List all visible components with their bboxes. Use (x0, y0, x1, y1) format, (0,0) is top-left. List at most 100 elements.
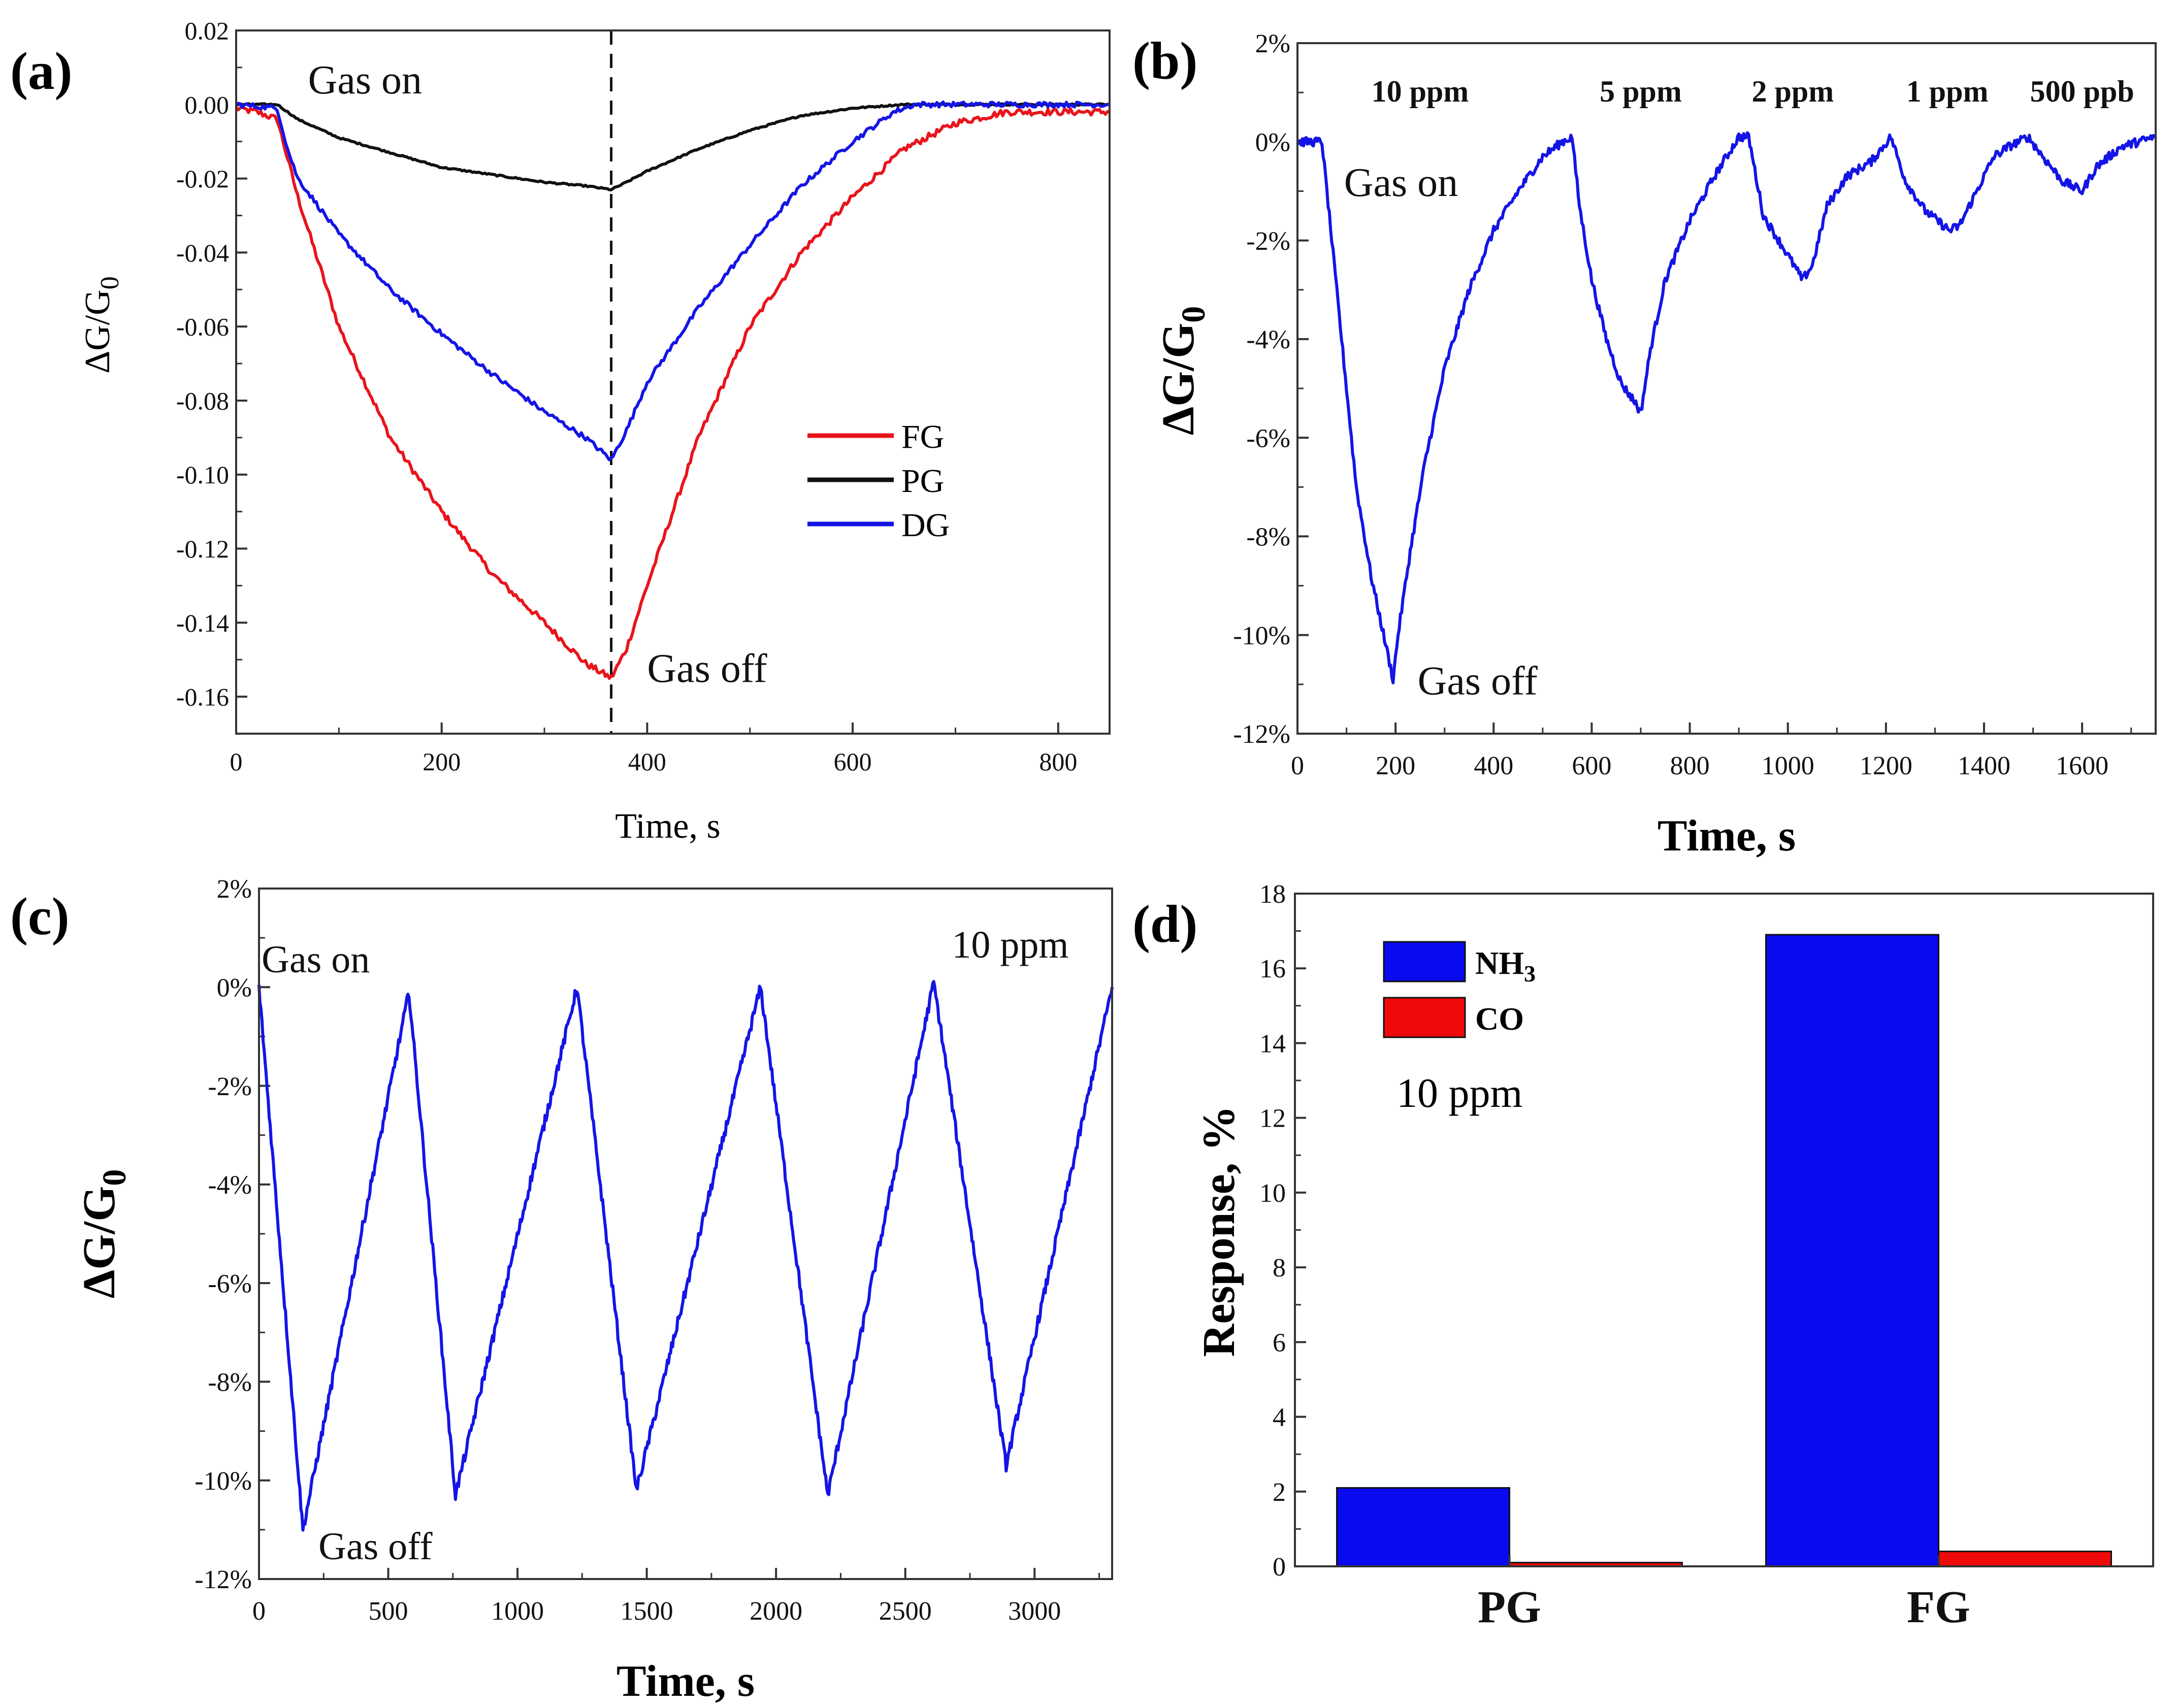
panel-c-ylabel: ΔG/G0 (74, 1169, 133, 1298)
y-tick-label: -12% (1233, 720, 1290, 749)
y-tick-label: 6 (1273, 1328, 1286, 1357)
y-tick-label: -0.06 (176, 313, 229, 341)
panel-b-axes-frame (1296, 42, 2157, 735)
panel-d-ylabel: Response, % (1194, 1105, 1244, 1357)
y-tick-label: 0% (1255, 128, 1290, 157)
concentration-label: 500 ppb (2030, 75, 2134, 108)
y-tick-label: -2% (208, 1072, 252, 1101)
y-tick-label: -10% (1233, 621, 1290, 650)
panel-d-plot: 0 2 4 6 8 10 12 14 16 18 PG FG (1259, 880, 2112, 1632)
y-tick-label: 0 (1273, 1553, 1286, 1582)
y-tick-label: -6% (1246, 424, 1290, 453)
legend-label-dg: DG (901, 507, 950, 544)
category-label: PG (1478, 1582, 1541, 1632)
category-label: FG (1907, 1582, 1970, 1632)
bar-co-fg (1938, 1551, 2112, 1567)
x-tick-label: 500 (369, 1597, 408, 1626)
y-tick-label: -0.04 (176, 239, 229, 267)
panel-b-xlabel: Time, s (1658, 811, 1796, 861)
panel-c-axes-frame (258, 888, 1113, 1580)
y-tick-label: -0.14 (176, 609, 229, 637)
bar-nh3-fg (1765, 934, 1939, 1567)
y-tick-label: -10% (194, 1467, 252, 1496)
panel-b-ylabel: ΔG/G0 (1153, 306, 1212, 435)
annotation-label: Gas off (1418, 659, 1538, 703)
panel-c-plot: 0 500 1000 1500 2000 2500 3000 2% 0% -2% -4% -6% -8%… (194, 875, 1114, 1626)
panel-label-b: (b) (1132, 31, 1197, 90)
y-tick-label: 0.02 (185, 17, 230, 45)
panel-a-axes-frame (235, 29, 1111, 735)
annotation-label: 10 ppm (952, 924, 1068, 966)
x-tick-label: 1200 (1860, 751, 1912, 780)
legend-label-co: CO (1475, 1001, 1524, 1037)
panel-a-ylabel: ΔG/G0 (78, 276, 124, 374)
x-tick-label: 800 (1670, 751, 1710, 780)
panel-d: (d) 0 2 4 6 8 10 12 14 16 18 PG FG Response, % NH3 … (1132, 880, 2154, 1632)
x-tick-label: 0 (1291, 751, 1304, 780)
y-tick-label: -12% (194, 1565, 252, 1594)
panel-b: (b) 0 200 400 600 800 1000 1200 1400 1600 2% 0% -2%… (1132, 29, 2157, 861)
panel-d-legend: NH3 CO (1383, 941, 1536, 1038)
legend-swatch-co (1383, 997, 1466, 1038)
bar-nh3-pg (1336, 1487, 1510, 1567)
x-tick-label: 600 (1572, 751, 1611, 780)
panel-a: (a) 0 200 400 600 800 0.02 0.00 -0.02 -0.04 -0.06… (10, 17, 1111, 846)
x-tick-label: 0 (230, 747, 243, 776)
legend-label-nh3: NH3 (1475, 945, 1536, 987)
y-tick-label: -4% (1246, 325, 1290, 354)
x-tick-label: 200 (423, 747, 461, 776)
series-line-response (257, 980, 1114, 1532)
y-tick-label: 12 (1259, 1104, 1286, 1133)
panel-a-xlabel: Time, s (615, 807, 721, 846)
y-tick-label: 8 (1273, 1254, 1286, 1283)
x-tick-label: 1000 (1762, 751, 1814, 780)
x-tick-label: 2000 (750, 1597, 802, 1626)
panel-label-c: (c) (10, 886, 70, 946)
x-tick-label: 3000 (1008, 1597, 1061, 1626)
annotation-label: Gas on (262, 938, 370, 981)
annotation-label: Gas on (1344, 160, 1458, 205)
panel-d-annotation: 10 ppm (1396, 1070, 1522, 1116)
y-tick-label: -6% (208, 1269, 252, 1298)
y-tick-label: 2% (1255, 29, 1290, 58)
annotation-label: Gas off (647, 646, 767, 691)
annotation-label: Gas off (318, 1525, 433, 1568)
x-tick-label: 1000 (491, 1597, 544, 1626)
y-tick-label: -4% (208, 1171, 252, 1200)
y-tick-label: -0.10 (176, 461, 229, 489)
y-tick-label: 4 (1273, 1403, 1286, 1432)
concentration-label: 2 ppm (1752, 75, 1834, 108)
y-tick-label: -2% (1246, 227, 1290, 256)
x-tick-label: 1600 (2056, 751, 2108, 780)
y-tick-label: 14 (1259, 1029, 1286, 1058)
concentration-label: 10 ppm (1372, 75, 1469, 108)
x-tick-label: 200 (1376, 751, 1415, 780)
y-tick-label: 2 (1273, 1478, 1286, 1507)
y-tick-label: -8% (208, 1368, 252, 1397)
panel-label-a: (a) (10, 41, 72, 101)
y-tick-label: -0.08 (176, 386, 229, 415)
series-line-response (1296, 131, 2156, 684)
y-tick-label: 18 (1259, 880, 1286, 909)
x-tick-label: 0 (252, 1597, 266, 1626)
y-tick-label: 0% (217, 973, 252, 1002)
legend-label-pg: PG (901, 463, 944, 500)
y-tick-label: -0.16 (176, 683, 229, 711)
y-tick-label: -0.02 (176, 165, 229, 193)
y-tick-label: 2% (217, 875, 252, 904)
x-tick-label: 600 (834, 747, 872, 776)
x-tick-label: 800 (1039, 747, 1077, 776)
legend-label-fg: FG (901, 418, 944, 455)
x-tick-label: 400 (1474, 751, 1513, 780)
y-tick-label: -8% (1246, 523, 1290, 552)
panel-a-legend: FG PG DG (807, 418, 950, 544)
series-line-fg (235, 104, 1110, 680)
panel-c-xlabel: Time, s (616, 1657, 755, 1706)
annotation-label: Gas on (308, 58, 422, 103)
y-tick-label: 10 (1259, 1179, 1286, 1208)
x-tick-label: 1400 (1958, 751, 2010, 780)
x-tick-label: 1500 (621, 1597, 673, 1626)
x-tick-label: 2500 (879, 1597, 932, 1626)
y-tick-label: 0.00 (185, 90, 230, 119)
